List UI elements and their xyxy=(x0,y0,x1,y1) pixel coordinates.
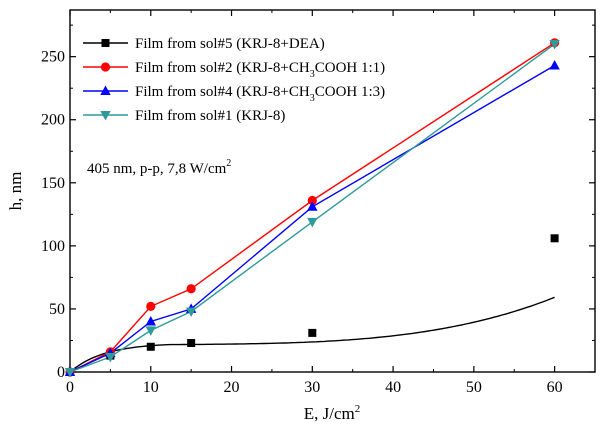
data-point xyxy=(187,338,196,347)
y-axis-label: h, nm xyxy=(6,172,25,211)
y-tick-label: 150 xyxy=(41,175,65,192)
legend-label: Film from sol#4 (KRJ-8+CH3COOH 1:3) xyxy=(135,84,385,104)
data-point xyxy=(308,328,317,337)
data-point xyxy=(185,307,197,317)
x-axis-label-text: E, J/cm xyxy=(304,404,355,423)
annotation-sup: 2 xyxy=(226,158,231,169)
data-point xyxy=(146,342,155,351)
y-tick-label: 0 xyxy=(57,364,65,381)
data-point xyxy=(146,301,156,312)
y-tick-label: 200 xyxy=(41,112,65,129)
annotation: 405 nm, p-p, 7,8 W/cm2 xyxy=(87,158,231,177)
annotation-text: 405 nm, p-p, 7,8 W/cm xyxy=(87,161,227,177)
x-tick-label: 0 xyxy=(66,379,74,396)
legend-label: Film from sol#1 (KRJ-8) xyxy=(135,108,285,124)
legend-label: Film from sol#2 (KRJ-8+CH3COOH 1:1) xyxy=(135,60,385,80)
axis-ticks: 0 10 20 30 40 50 60 0 50 100 150 200 250 xyxy=(41,10,595,396)
legend-label: Film from sol#5 (KRJ-8+DEA) xyxy=(135,36,325,52)
series-line xyxy=(69,43,556,373)
data-point xyxy=(550,234,559,243)
y-tick-label: 250 xyxy=(41,49,65,66)
y-tick-label: 50 xyxy=(49,301,65,318)
legend-marker xyxy=(101,39,110,47)
x-tick-label: 30 xyxy=(304,379,320,396)
data-point xyxy=(105,352,116,363)
x-axis-label-sup: 2 xyxy=(355,403,361,415)
x-tick-label: 60 xyxy=(547,379,563,396)
data-point xyxy=(307,195,317,206)
data-point xyxy=(145,326,156,336)
series-line xyxy=(69,42,555,373)
series-lines xyxy=(69,42,556,373)
legend-marker xyxy=(100,111,111,121)
data-point xyxy=(145,316,156,326)
series-line xyxy=(69,64,555,373)
x-tick-label: 50 xyxy=(466,379,482,396)
x-axis-label: E, J/cm2 xyxy=(304,403,361,423)
plot-frame xyxy=(69,9,596,373)
legend-marker xyxy=(100,62,111,72)
data-point xyxy=(549,40,560,50)
x-tick-label: 20 xyxy=(224,379,240,396)
legend: Film from sol#5 (KRJ-8+DEA) Film from sol… xyxy=(83,36,385,124)
y-tick-label: 100 xyxy=(41,238,65,255)
data-point xyxy=(186,284,196,294)
data-point xyxy=(307,217,318,228)
legend-marker xyxy=(100,85,111,95)
data-point xyxy=(549,59,560,70)
series-markers xyxy=(64,38,560,378)
data-point xyxy=(307,201,318,211)
x-tick-label: 40 xyxy=(385,379,401,396)
x-tick-label: 10 xyxy=(143,379,159,396)
data-point xyxy=(64,368,76,378)
